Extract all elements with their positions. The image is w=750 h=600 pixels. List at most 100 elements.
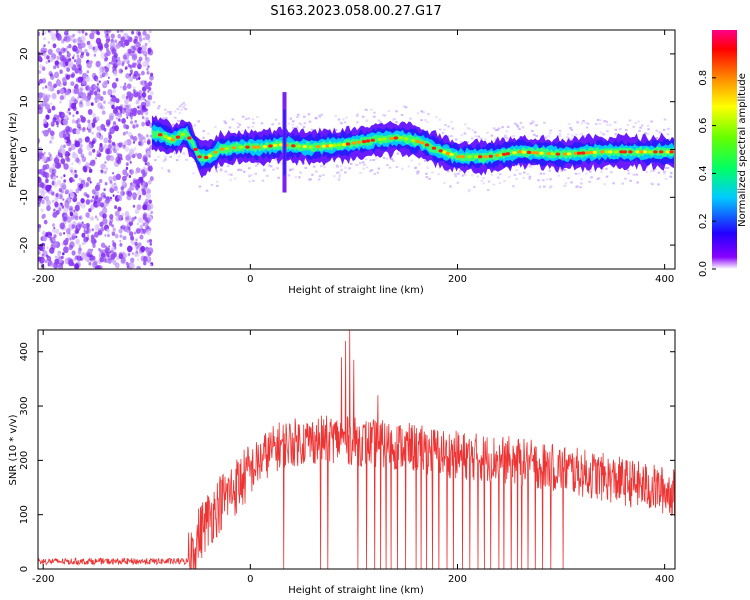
halo-speckle [538,185,542,188]
halo-speckle [240,129,244,132]
halo-speckle [385,157,389,160]
x-tick-label: 0 [247,274,253,285]
noise-speckle [145,203,152,211]
noise-speckle [46,254,49,258]
noise-speckle [142,204,148,211]
halo-speckle [370,108,373,111]
halo-speckle [531,120,535,123]
halo-speckle [177,119,180,122]
halo-speckle [467,190,471,193]
noise-speckle [117,33,121,39]
halo-speckle [503,180,506,182]
halo-speckle [317,178,321,181]
ridge-peak [302,145,307,149]
halo-speckle [477,135,480,138]
halo-speckle [226,165,230,168]
halo-speckle [339,164,343,167]
noise-speckle [122,54,127,60]
noise-speckle [63,179,67,183]
ridge-peak [665,150,670,154]
noise-speckle [38,31,41,36]
noise-speckle [45,176,48,179]
noise-speckle [90,204,95,210]
halo-speckle [382,157,386,159]
halo-speckle [606,123,609,126]
noise-speckle [143,261,147,266]
noise-speckle [75,238,80,245]
colorbar-tick-label: 0.0 [698,261,709,277]
halo-speckle [323,166,326,168]
halo-speckle [161,167,164,170]
halo-speckle [492,183,496,186]
noise-speckle [61,205,65,209]
noise-speckle [145,111,149,116]
halo-speckle [252,179,255,182]
noise-speckle [115,117,118,120]
halo-speckle [426,120,429,123]
noise-speckle [112,89,117,94]
halo-speckle [497,176,500,179]
halo-speckle [582,135,585,138]
noise-speckle [106,50,111,57]
noise-speckle [147,94,153,101]
halo-speckle [365,158,368,161]
noise-speckle [74,173,78,179]
noise-speckle [85,76,91,82]
halo-speckle [261,179,265,182]
ridge-peak [580,151,586,155]
noise-speckle [122,175,127,182]
halo-speckle [562,168,565,171]
noise-speckle [58,256,61,260]
halo-speckle [403,154,407,157]
noise-speckle [134,208,140,215]
noise-speckle [140,97,143,101]
noise-speckle [75,129,81,135]
noise-speckle [118,253,124,260]
y-tick-label: 100 [19,505,30,524]
ridge-peak [424,143,430,147]
ridge-peak [393,136,398,140]
noise-speckle [108,134,112,140]
snr-y-ticks: 0 100 200 300 400 [19,342,675,572]
noise-speckle [65,134,68,138]
y-tick-label: 400 [19,342,30,361]
noise-speckle [141,45,147,52]
noise-speckle [78,48,83,53]
halo-speckle [252,121,255,124]
ridge-peak [356,140,362,144]
ridge-peak [213,150,218,154]
noise-speckle [66,45,69,49]
halo-speckle [582,119,585,122]
halo-speckle [278,122,281,125]
halo-speckle [588,170,592,173]
noise-speckle [66,117,69,121]
noise-speckle [38,176,41,181]
halo-speckle [420,119,423,122]
halo-speckle [634,122,637,125]
noise-speckle [57,156,60,160]
noise-speckle [47,85,52,92]
halo-speckle [558,132,562,135]
noise-speckle [86,70,90,74]
noise-speckle [142,154,148,161]
noise-speckle [107,233,110,238]
noise-speckle [51,34,57,41]
halo-speckle [363,163,366,166]
noise-speckle [44,31,47,35]
noise-speckle [88,140,92,144]
ridge-peak [238,145,244,149]
noise-speckle [112,227,116,232]
ridge-peak [252,145,257,149]
halo-speckle [252,161,256,164]
halo-speckle [626,169,630,172]
halo-speckle [152,101,156,104]
ridge-peak [278,143,284,147]
ridge-peak [256,145,261,149]
noise-speckle [73,257,77,262]
halo-speckle [602,133,605,136]
noise-speckle [64,190,68,194]
noise-speckle [57,91,60,95]
halo-speckle [667,127,670,130]
noise-speckle [43,184,47,187]
noise-speckle [76,255,82,262]
